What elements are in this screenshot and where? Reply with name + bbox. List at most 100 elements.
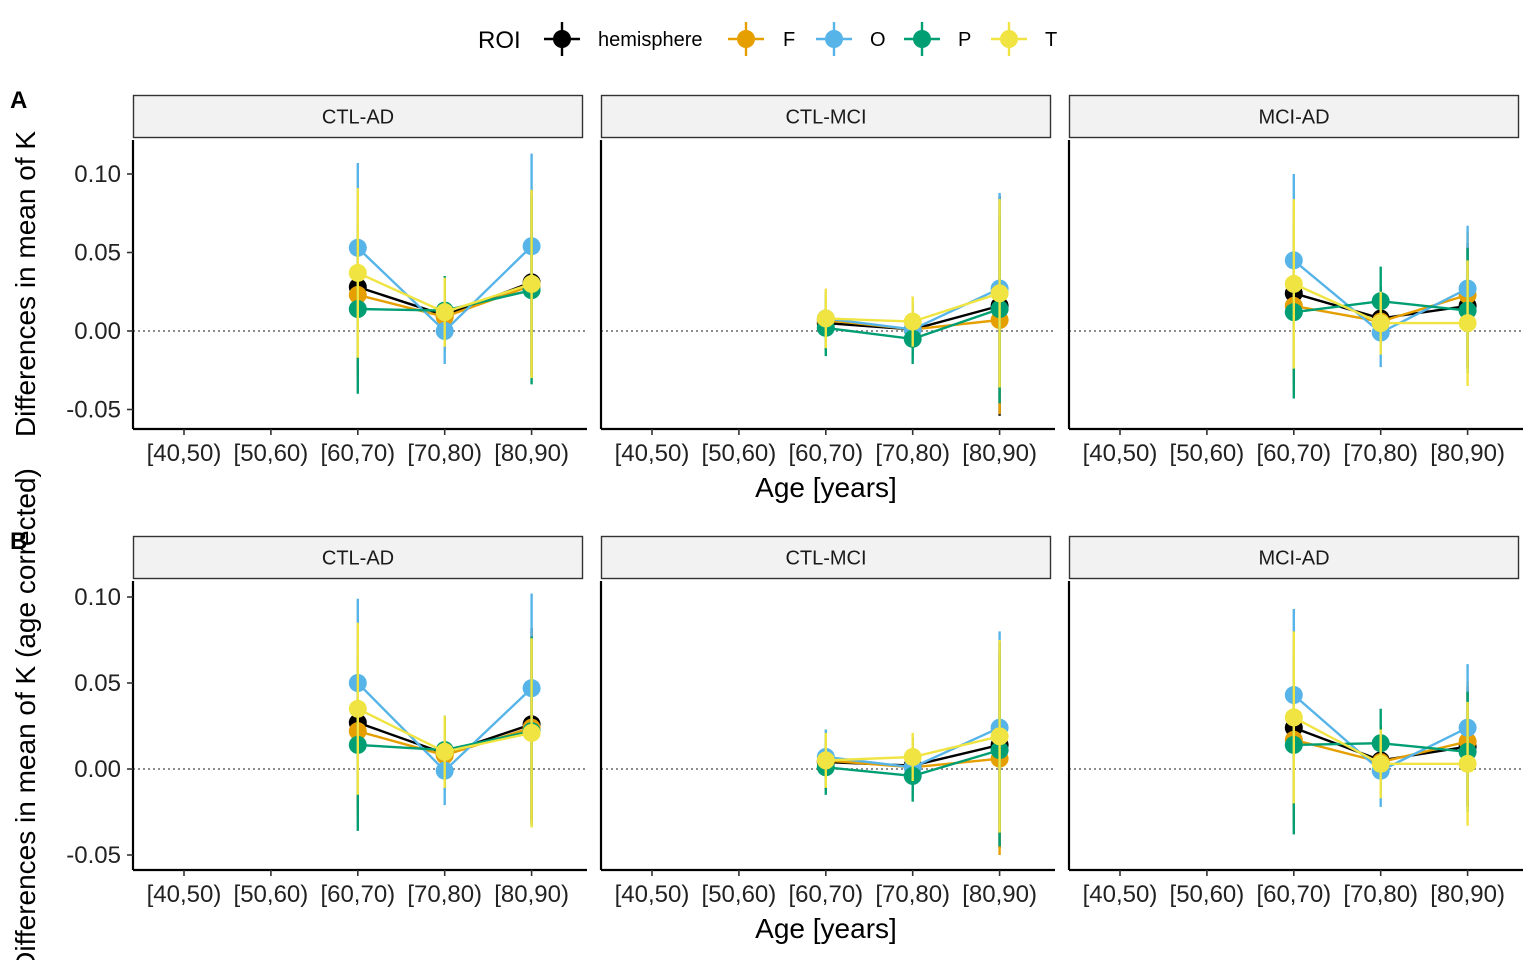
legend-key-point	[1000, 30, 1018, 48]
series-t	[816, 640, 1009, 833]
x-tick-label: [40,50)	[147, 440, 222, 467]
row-a-x-axis-title: Age [years]	[755, 472, 897, 503]
y-tick-label: 0.05	[74, 670, 121, 697]
data-point	[1458, 754, 1477, 773]
panel-strip	[600, 94, 1052, 139]
legend-label: P	[958, 29, 971, 51]
legend-item-p: P	[904, 22, 971, 56]
panel-ctl-ad: CTL-AD 0.10 0.05 0.00 -0.05 [40,50) [50,60) [60…	[66, 94, 587, 467]
data-point	[1458, 314, 1477, 333]
strip-label: CTL-MCI	[785, 107, 866, 129]
legend-label: hemisphere	[598, 29, 703, 51]
y-tick-label: 0.00	[74, 318, 121, 345]
data-point	[435, 303, 454, 322]
y-tick-label: -0.05	[66, 397, 121, 424]
data-point	[990, 284, 1009, 303]
legend-item-f: F	[728, 22, 795, 56]
x-tick-label: [40,50)	[1083, 440, 1158, 467]
x-tick-label: [70,80)	[407, 440, 482, 467]
x-tick-label: [40,50)	[615, 881, 690, 908]
row-b: B Differences in mean of K (age correcte…	[10, 468, 1523, 960]
legend-key-point	[913, 30, 931, 48]
x-tick-label: [50,60)	[702, 440, 777, 467]
panel-strip	[132, 535, 584, 580]
strip-label: CTL-AD	[322, 107, 394, 129]
strip-label: MCI-AD	[1258, 548, 1329, 570]
x-tick-label: [70,80)	[407, 881, 482, 908]
data-point	[1284, 274, 1303, 293]
legend-item-o: O	[816, 22, 886, 56]
panel-mci-ad: MCI-AD [40,50) [50,60) [60,70) [70,80) [80,90…	[1067, 94, 1523, 467]
x-tick-label: [60,70)	[320, 881, 395, 908]
data-point	[1284, 708, 1303, 727]
series-t	[348, 622, 541, 828]
series-t	[1284, 199, 1477, 386]
data-point	[522, 274, 541, 293]
x-tick-label: [40,50)	[615, 440, 690, 467]
x-tick-label: [80,90)	[494, 440, 569, 467]
legend-label: O	[870, 29, 886, 51]
y-tick-label: 0.10	[74, 584, 121, 611]
data-point	[348, 699, 367, 718]
x-tick-label: [80,90)	[962, 881, 1037, 908]
strip-label: CTL-MCI	[785, 548, 866, 570]
series-t	[348, 188, 541, 379]
panel-ctl-mci: CTL-MCI [40,50) [50,60) [60,70) [70,80) [80,9…	[599, 535, 1055, 908]
panel-strip	[1068, 535, 1520, 580]
x-tick-label: [40,50)	[147, 881, 222, 908]
row-b-y-axis-title: Differences in mean of K (age corrected)	[10, 468, 41, 960]
data-point	[348, 263, 367, 282]
legend-key-point	[825, 30, 843, 48]
row-a-y-axis-title: Differences in mean of K	[10, 131, 41, 437]
series-t	[816, 199, 1009, 388]
x-tick-label: [70,80)	[1343, 440, 1418, 467]
panel-ctl-ad: CTL-AD 0.10 0.05 0.00 -0.05 [40,50) [50,60) [60…	[66, 535, 587, 908]
x-tick-label: [40,50)	[1083, 881, 1158, 908]
x-tick-label: [60,70)	[788, 881, 863, 908]
x-tick-label: [50,60)	[1170, 881, 1245, 908]
row-a-tag: A	[10, 87, 27, 114]
legend-key-point	[553, 30, 571, 48]
x-tick-label: [60,70)	[1256, 440, 1331, 467]
y-tick-label: 0.05	[74, 240, 121, 267]
data-point	[990, 727, 1009, 746]
row-b-x-axis-title: Age [years]	[755, 913, 897, 944]
x-tick-label: [70,80)	[1343, 881, 1418, 908]
data-point	[903, 747, 922, 766]
data-point	[1371, 314, 1390, 333]
data-point	[435, 742, 454, 761]
x-tick-label: [50,60)	[234, 440, 309, 467]
x-tick-label: [70,80)	[875, 440, 950, 467]
series-t	[1284, 631, 1477, 826]
legend-title: ROI	[478, 27, 521, 54]
legend-label: T	[1045, 29, 1057, 51]
x-tick-label: [50,60)	[702, 881, 777, 908]
x-tick-label: [50,60)	[1170, 440, 1245, 467]
panel-mci-ad: MCI-AD [40,50) [50,60) [60,70) [70,80) [80,90…	[1067, 535, 1523, 908]
x-tick-label: [60,70)	[1256, 881, 1331, 908]
data-point	[816, 751, 835, 770]
panel-strip	[600, 535, 1052, 580]
data-point	[1371, 754, 1390, 773]
data-point	[816, 309, 835, 328]
y-tick-label: 0.10	[74, 161, 121, 188]
x-tick-label: [60,70)	[788, 440, 863, 467]
x-tick-label: [70,80)	[875, 881, 950, 908]
row-b-tag: B	[10, 528, 27, 555]
panel-ctl-mci: CTL-MCI [40,50) [50,60) [60,70) [70,80) [80,9…	[599, 94, 1055, 467]
data-point	[522, 723, 541, 742]
panel-strip	[1068, 94, 1520, 139]
x-tick-label: [80,90)	[1430, 440, 1505, 467]
legend-item-hemisphere: hemisphere	[544, 22, 703, 56]
panel-strip	[132, 94, 584, 139]
data-point	[903, 312, 922, 331]
x-tick-label: [60,70)	[320, 440, 395, 467]
y-tick-label: -0.05	[66, 842, 121, 869]
x-tick-label: [50,60)	[234, 881, 309, 908]
strip-label: MCI-AD	[1258, 107, 1329, 129]
legend-label: F	[783, 29, 795, 51]
x-tick-label: [80,90)	[494, 881, 569, 908]
x-tick-label: [80,90)	[1430, 881, 1505, 908]
row-a: A Differences in mean of K Age [years] C…	[10, 87, 1523, 503]
